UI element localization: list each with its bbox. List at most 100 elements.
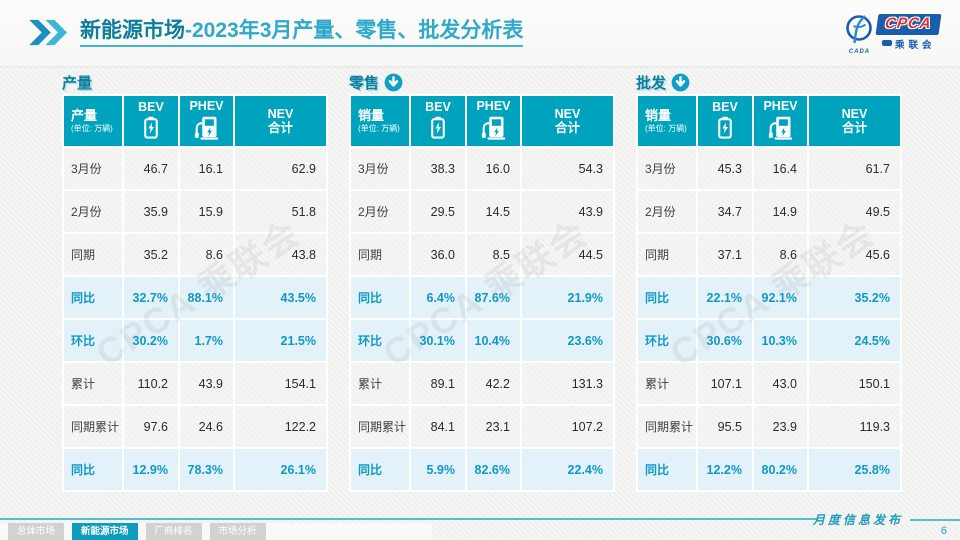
down-arrow-icon (671, 73, 690, 92)
row-label: 2月份 (64, 191, 122, 232)
row-label: 同期累计 (351, 406, 409, 447)
table-row: 3月份 38.3 16.0 54.3 (351, 148, 613, 189)
cell-value: 42.2 (467, 363, 520, 404)
page-title: 新能源市场-2023年3月产量、零售、批发分析表 (80, 19, 524, 47)
row-label: 同期 (351, 234, 409, 275)
slide-header: 新能源市场-2023年3月产量、零售、批发分析表 CADA CPCA 乘联会 (0, 0, 960, 66)
cell-value: 15.9 (180, 191, 233, 232)
cell-value: 24.5% (809, 320, 900, 361)
cell-value: 12.2% (698, 449, 752, 490)
row-label: 累计 (351, 363, 409, 404)
cell-value: 51.8 (235, 191, 326, 232)
double-chevron-icon (28, 19, 70, 51)
table-row: 累计 107.1 43.0 150.1 (638, 363, 900, 404)
column-header-content: PHEV (467, 99, 520, 142)
cell-value: 12.9% (124, 449, 178, 490)
column-header: NEV 合计 (235, 96, 326, 146)
cell-value: 38.3 (411, 148, 465, 189)
cell-value: 88.1% (180, 277, 233, 318)
unit-label: (单位: 万辆) (71, 124, 113, 134)
cell-value: 131.3 (522, 363, 613, 404)
section-title-retail: 零售 (349, 70, 615, 94)
cell-value: 45.6 (809, 234, 900, 275)
cell-value: 82.6% (467, 449, 520, 490)
cell-value: 22.1% (698, 277, 752, 318)
table-row: 环比 30.1% 10.4% 23.6% (351, 320, 613, 361)
column-header-label: NEV 合计 (841, 106, 868, 135)
logo-small-icon (881, 39, 892, 48)
row-label: 3月份 (351, 148, 409, 189)
data-table-retail: 销量 (单位: 万辆) BEV PHEV NEV 合计 3月份 38.3 16.0 54.3 2月… (349, 94, 615, 492)
column-header-content: BEV (411, 100, 465, 141)
cell-value: 14.5 (467, 191, 520, 232)
cell-value: 107.1 (698, 363, 752, 404)
row-label: 同期 (64, 234, 122, 275)
cell-value: 32.7% (124, 277, 178, 318)
cada-emblem-icon (844, 14, 874, 51)
column-header-label: BEV (712, 100, 738, 115)
table-row: 同期 35.2 8.6 43.8 (64, 234, 326, 275)
cell-value: 25.8% (809, 449, 900, 490)
tab-market-analysis[interactable]: 市场分析 (209, 523, 266, 540)
footer-divider (0, 518, 818, 520)
column-header: PHEV (467, 96, 520, 146)
cell-value: 43.9 (180, 363, 233, 404)
table-header-row: 产量 (单位: 万辆) BEV PHEV NEV 合计 (64, 96, 326, 146)
cell-value: 54.3 (522, 148, 613, 189)
cpca-wordmark: CPCA 乘联会 (876, 13, 942, 51)
table-corner-label: 销量 (645, 107, 672, 123)
table-corner-label: 产量 (71, 107, 98, 123)
cell-value: 49.5 (809, 191, 900, 232)
cell-value: 46.7 (124, 148, 178, 189)
cell-value: 97.6 (124, 406, 178, 447)
table-header-row: 销量 (单位: 万辆) BEV PHEV NEV 合计 (638, 96, 900, 146)
cell-value: 26.1% (235, 449, 326, 490)
column-header: NEV 合计 (522, 96, 613, 146)
cell-value: 84.1 (411, 406, 465, 447)
cell-value: 43.5% (235, 277, 326, 318)
table-row: 累计 89.1 42.2 131.3 (351, 363, 613, 404)
table-row: 同期累计 95.5 23.9 119.3 (638, 406, 900, 447)
row-label: 同期累计 (64, 406, 122, 447)
cell-value: 1.7% (180, 320, 233, 361)
table-row: 3月份 45.3 16.4 61.7 (638, 148, 900, 189)
table-row: 同比 32.7% 88.1% 43.5% (64, 277, 326, 318)
table-row: 同比 5.9% 82.6% 22.4% (351, 449, 613, 490)
table-row: 环比 30.2% 1.7% 21.5% (64, 320, 326, 361)
column-header-label: PHEV (476, 99, 511, 114)
publish-dash (910, 518, 960, 521)
table-row: 2月份 35.9 15.9 51.8 (64, 191, 326, 232)
tab-nev-market[interactable]: 新能源市场 (72, 523, 138, 540)
cell-value: 87.6% (467, 277, 520, 318)
cell-value: 29.5 (411, 191, 465, 232)
column-header: PHEV (754, 96, 807, 146)
cell-value: 35.9 (124, 191, 178, 232)
data-table-production: 产量 (单位: 万辆) BEV PHEV NEV 合计 3月份 46.7 16.1 62.9 2月… (62, 94, 328, 492)
table-row: 环比 30.6% 10.3% 24.5% (638, 320, 900, 361)
cell-value: 107.2 (522, 406, 613, 447)
column-header: NEV 合计 (809, 96, 900, 146)
tab-overall-market[interactable]: 总体市场 (8, 523, 65, 540)
page-number: 6 (940, 525, 947, 537)
cell-value: 22.4% (522, 449, 613, 490)
section-title-text: 零售 (349, 74, 380, 92)
tab-oem-ranking[interactable]: 厂商排名 (145, 523, 202, 540)
column-header: BEV (698, 96, 752, 146)
publish-label: 月度信息发布 (812, 513, 903, 527)
phev-charger-icon (481, 115, 507, 143)
logo-subtitle: 乘联会 (881, 37, 936, 51)
cell-value: 43.8 (235, 234, 326, 275)
unit-label: (单位: 万辆) (645, 124, 687, 134)
cell-value: 14.9 (754, 191, 807, 232)
row-label: 2月份 (638, 191, 696, 232)
cell-value: 37.1 (698, 234, 752, 275)
cell-value: 8.6 (180, 234, 233, 275)
column-header-content: NEV 合计 (522, 107, 613, 136)
row-label: 累计 (638, 363, 696, 404)
cell-value: 30.2% (124, 320, 178, 361)
column-header-label: NEV 合计 (267, 106, 294, 135)
